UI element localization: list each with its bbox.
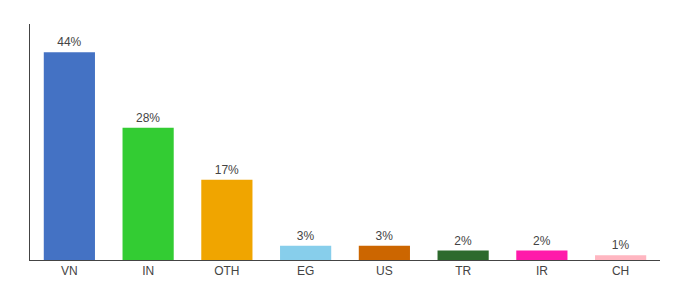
svg-text:EG: EG [297, 264, 314, 278]
svg-text:IN: IN [142, 264, 154, 278]
svg-text:CH: CH [612, 264, 629, 278]
svg-text:17%: 17% [215, 163, 239, 177]
svg-text:3%: 3% [376, 229, 394, 243]
svg-text:US: US [376, 264, 393, 278]
svg-text:2%: 2% [454, 234, 472, 248]
svg-text:OTH: OTH [214, 264, 239, 278]
svg-text:1%: 1% [612, 238, 630, 252]
svg-text:44%: 44% [57, 35, 81, 49]
svg-text:3%: 3% [297, 229, 315, 243]
svg-text:IR: IR [536, 264, 548, 278]
svg-text:28%: 28% [136, 111, 160, 125]
svg-text:2%: 2% [533, 234, 551, 248]
svg-text:TR: TR [455, 264, 471, 278]
svg-text:VN: VN [61, 264, 78, 278]
